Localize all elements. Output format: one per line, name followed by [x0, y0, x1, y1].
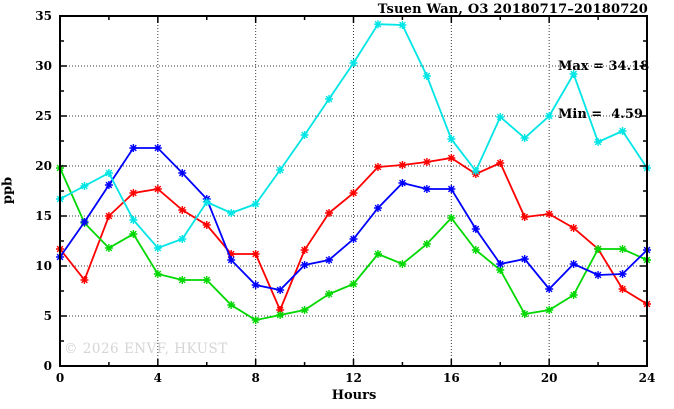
x-tick-label: 16 [443, 371, 460, 385]
y-tick-label: 20 [35, 159, 52, 173]
y-tick-label: 5 [44, 309, 52, 323]
y-tick-label: 15 [35, 209, 52, 223]
x-tick-label: 4 [154, 371, 162, 385]
y-tick-label: 0 [44, 359, 52, 373]
chart-title: Tsuen Wan, O3 20180717–20180720 [377, 2, 648, 17]
y-tick-label: 35 [35, 9, 52, 23]
y-tick-label: 25 [35, 109, 52, 123]
x-axis-label: Hours [331, 388, 377, 403]
x-tick-label: 0 [56, 371, 64, 385]
x-tick-label: 8 [251, 371, 259, 385]
max-min-annotation: Max = 34.18 Min = 4.59 [558, 27, 649, 155]
watermark: © 2026 ENVF, HKUST [64, 341, 228, 357]
max-label: Max = 34.18 [558, 59, 650, 74]
x-tick-label: 20 [541, 371, 558, 385]
y-tick-label: 10 [35, 259, 52, 273]
axis-ticks [59, 15, 648, 367]
y-tick-label: 30 [35, 59, 52, 73]
tick-labels: 0 4 8 12 16 20 24 0 5 10 15 20 25 30 35 [35, 9, 655, 385]
x-tick-label: 24 [639, 371, 656, 385]
green-line [56, 164, 651, 325]
y-axis-label: ppb [0, 176, 16, 205]
min-label: Min = 4.59 [558, 107, 643, 122]
x-tick-label: 12 [345, 371, 362, 385]
